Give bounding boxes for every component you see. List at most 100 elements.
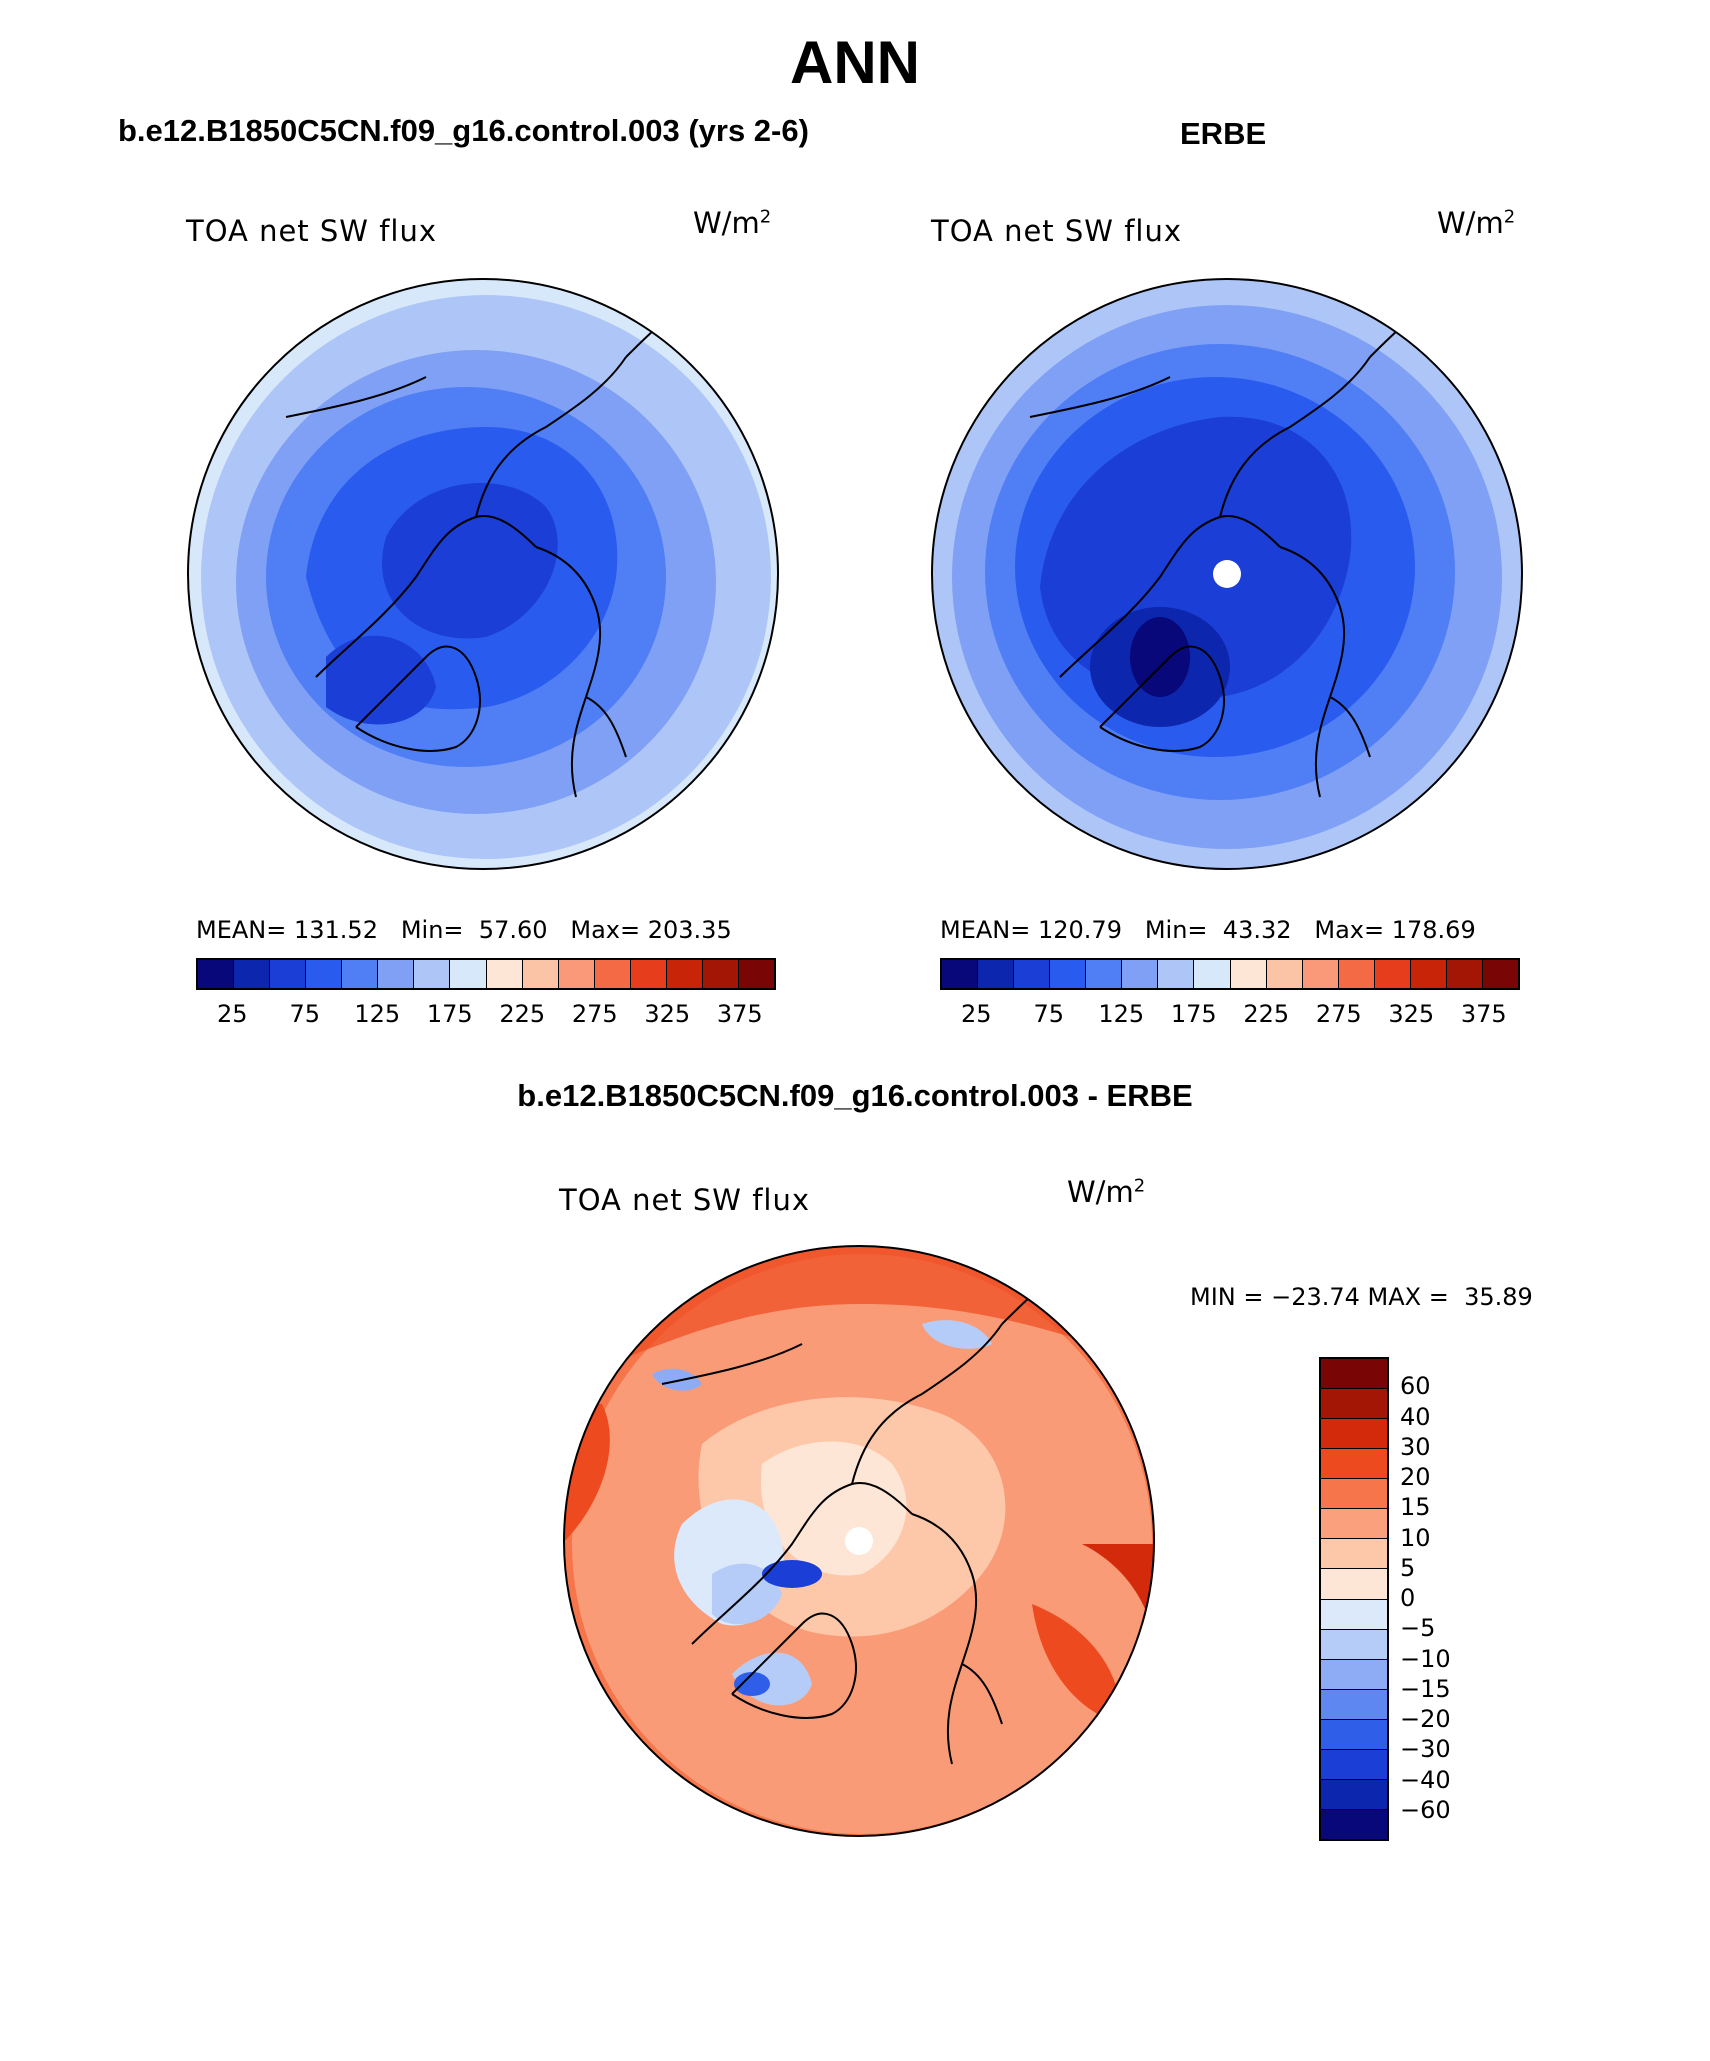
- diff-polar-map: [563, 1245, 1155, 1837]
- colorbar-box: [522, 960, 559, 988]
- colorbar-box: [234, 960, 271, 988]
- obs-colorbar: [940, 958, 1520, 990]
- diff-variable-label: TOA net SW flux: [559, 1183, 811, 1217]
- colorbar-tick-label: 225: [499, 1000, 546, 1028]
- colorbar-box: [1321, 1659, 1387, 1690]
- diff-units: W/m2: [1067, 1175, 1146, 1209]
- colorbar-tick-label: 325: [1388, 1000, 1435, 1028]
- diff-stats: MIN = −23.74 MAX = 35.89: [1190, 1283, 1533, 1311]
- colorbar-box: [1410, 960, 1447, 988]
- colorbar-box: [1321, 1539, 1387, 1570]
- colorbar-box: [1321, 1749, 1387, 1780]
- model-colorbar-ticks: 25 75 125 175 225 275 325 375: [196, 1000, 776, 1030]
- model-stats: MEAN= 131.52 Min= 57.60 Max= 203.35: [196, 916, 732, 944]
- colorbar-tick-label: 15: [1400, 1493, 1431, 1522]
- colorbar-box: [1086, 960, 1123, 988]
- colorbar-tick-label: 75: [289, 1000, 321, 1028]
- colorbar-tick-label: 20: [1400, 1463, 1431, 1491]
- colorbar-tick-label: 10: [1400, 1523, 1431, 1552]
- diff-case-title: b.e12.B1850C5CN.f09_g16.control.003 - ER…: [517, 1078, 1193, 1113]
- colorbar-box: [1158, 960, 1195, 988]
- colorbar-box: [1482, 960, 1518, 988]
- colorbar-box: [306, 960, 343, 988]
- obs-stats: MEAN= 120.79 Min= 43.32 Max= 178.69: [940, 916, 1476, 944]
- model-polar-map: [187, 278, 779, 870]
- colorbar-box: [1122, 960, 1159, 988]
- colorbar-tick-label: 225: [1243, 1000, 1290, 1028]
- colorbar-box: [942, 960, 979, 988]
- colorbar-box: [1014, 960, 1051, 988]
- right-case-title: ERBE: [1180, 116, 1267, 151]
- colorbar-tick-label: 275: [571, 1000, 618, 1028]
- colorbar-box: [1321, 1689, 1387, 1720]
- left-case-title: b.e12.B1850C5CN.f09_g16.control.003 (yrs…: [118, 113, 809, 148]
- colorbar-tick-label: −10: [1400, 1644, 1451, 1673]
- colorbar-box: [270, 960, 307, 988]
- colorbar-tick-label: 325: [644, 1000, 691, 1028]
- colorbar-box: [1321, 1359, 1387, 1390]
- colorbar-box: [1266, 960, 1303, 988]
- colorbar-box: [450, 960, 487, 988]
- colorbar-box: [414, 960, 451, 988]
- model-variable-label: TOA net SW flux: [186, 214, 438, 248]
- page-title: ANN: [790, 29, 920, 96]
- colorbar-tick-label: 275: [1315, 1000, 1362, 1028]
- colorbar-box: [1321, 1779, 1387, 1810]
- obs-variable-label: TOA net SW flux: [931, 214, 1183, 248]
- colorbar-tick-label: 125: [354, 1000, 401, 1028]
- obs-units: W/m2: [1437, 206, 1516, 240]
- colorbar-box: [1338, 960, 1375, 988]
- colorbar-box: [1321, 1389, 1387, 1420]
- colorbar-tick-label: −5: [1400, 1614, 1436, 1643]
- colorbar-box: [378, 960, 415, 988]
- colorbar-box: [1321, 1719, 1387, 1750]
- colorbar-box: [978, 960, 1015, 988]
- colorbar-box: [1321, 1449, 1387, 1480]
- colorbar-box: [1321, 1479, 1387, 1510]
- colorbar-tick-label: 5: [1400, 1553, 1416, 1582]
- colorbar-tick-label: 75: [1033, 1000, 1065, 1028]
- colorbar-tick-label: 175: [1170, 1000, 1217, 1028]
- colorbar-box: [666, 960, 703, 988]
- colorbar-tick-label: −20: [1400, 1705, 1451, 1733]
- colorbar-tick-label: −15: [1400, 1674, 1451, 1703]
- colorbar-tick-label: 60: [1400, 1372, 1431, 1401]
- obs-colorbar-ticks: 25 75 125 175 225 275 325 375: [940, 1000, 1520, 1030]
- colorbar-tick-label: −40: [1400, 1765, 1451, 1794]
- colorbar-tick-label: 375: [1460, 1000, 1507, 1028]
- colorbar-box: [1194, 960, 1231, 988]
- model-units: W/m2: [693, 206, 772, 240]
- colorbar-tick-label: 25: [216, 1000, 248, 1028]
- colorbar-box: [594, 960, 631, 988]
- colorbar-box: [1321, 1569, 1387, 1600]
- colorbar-tick-label: 0: [1400, 1584, 1416, 1612]
- colorbar-box: [1321, 1419, 1387, 1450]
- colorbar-tick-label: 375: [716, 1000, 763, 1028]
- colorbar-box: [198, 960, 235, 988]
- colorbar-tick-label: −30: [1400, 1735, 1451, 1764]
- colorbar-tick-label: −60: [1400, 1795, 1451, 1824]
- colorbar-box: [342, 960, 379, 988]
- colorbar-box: [1321, 1629, 1387, 1660]
- colorbar-box: [1230, 960, 1267, 988]
- colorbar-tick-label: 30: [1400, 1432, 1431, 1461]
- colorbar-tick-label: 125: [1098, 1000, 1145, 1028]
- colorbar-box: [486, 960, 523, 988]
- colorbar-box: [1050, 960, 1087, 988]
- colorbar-box: [558, 960, 595, 988]
- diff-colorbar-ticks: 60 40 30 20 15 10 5 0 −5 −10 −15 −20 −30 −40 −60: [1400, 1357, 1480, 1841]
- colorbar-box: [702, 960, 739, 988]
- colorbar-box: [630, 960, 667, 988]
- colorbar-box: [738, 960, 774, 988]
- model-colorbar: [196, 958, 776, 990]
- colorbar-box: [1302, 960, 1339, 988]
- colorbar-tick-label: 175: [426, 1000, 473, 1028]
- obs-polar-map: [931, 278, 1523, 870]
- colorbar-box: [1321, 1809, 1387, 1839]
- diff-colorbar: [1319, 1357, 1389, 1841]
- colorbar-box: [1446, 960, 1483, 988]
- colorbar-box: [1321, 1599, 1387, 1630]
- colorbar-box: [1321, 1509, 1387, 1540]
- colorbar-box: [1374, 960, 1411, 988]
- colorbar-tick-label: 25: [960, 1000, 992, 1028]
